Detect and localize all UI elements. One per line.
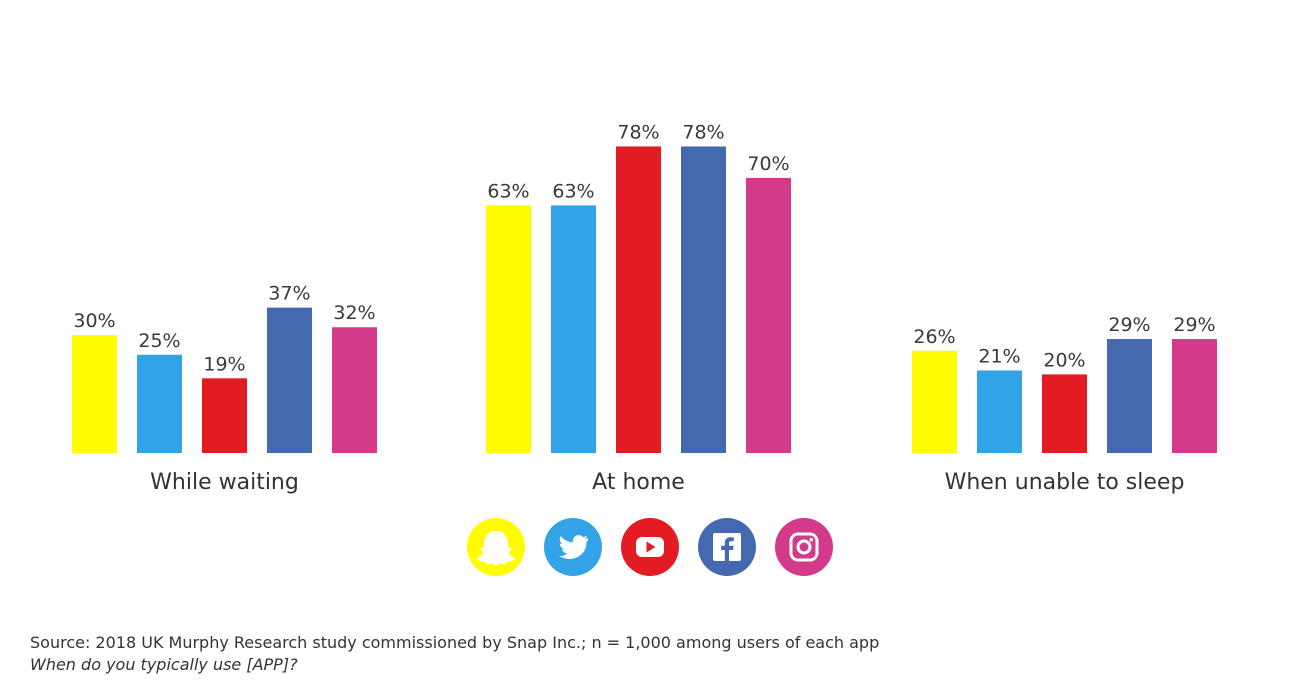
bar-facebook-0 xyxy=(267,307,312,453)
bar-value-label: 29% xyxy=(1173,314,1215,336)
bar-value-label: 20% xyxy=(1043,349,1085,371)
bar-value-label: 30% xyxy=(73,310,115,332)
survey-question: When do you typically use [APP]? xyxy=(30,655,298,674)
bar-value-label: 26% xyxy=(913,326,955,348)
bar-instagram-2 xyxy=(1172,339,1217,453)
instagram-icon xyxy=(775,518,833,576)
legend xyxy=(467,518,833,578)
facebook-icon xyxy=(698,518,756,576)
bar-snapchat-1 xyxy=(486,205,531,453)
bar-youtube-1 xyxy=(616,146,661,453)
bar-value-label: 29% xyxy=(1108,314,1150,336)
bar-value-label: 78% xyxy=(682,121,724,143)
source-note: Source: 2018 UK Murphy Research study co… xyxy=(30,632,879,676)
bar-value-label: 37% xyxy=(268,283,310,305)
bar-value-label: 63% xyxy=(487,180,529,202)
bar-youtube-2 xyxy=(1042,374,1087,453)
bar-value-label: 25% xyxy=(138,330,180,352)
bar-value-label: 70% xyxy=(747,153,789,175)
twitter-icon xyxy=(544,518,602,576)
bar-value-label: 21% xyxy=(978,345,1020,367)
category-label: At home xyxy=(592,470,685,495)
bar-instagram-1 xyxy=(746,177,791,453)
bar-value-label: 63% xyxy=(552,180,594,202)
bar-facebook-2 xyxy=(1107,339,1152,453)
bar-chart: 30% 25% 19% 37% 32% While waiting 63% 63% 78% 78%… xyxy=(72,121,1217,495)
bar-value-label: 78% xyxy=(617,121,659,143)
bar-value-label: 32% xyxy=(333,302,375,324)
bar-value-label: 19% xyxy=(203,353,245,375)
bar-youtube-0 xyxy=(202,378,247,453)
category-label: When unable to sleep xyxy=(945,470,1185,495)
source-text: Source: 2018 UK Murphy Research study co… xyxy=(30,633,880,652)
bar-instagram-0 xyxy=(332,327,377,453)
bar-snapchat-2 xyxy=(912,350,957,453)
bar-facebook-1 xyxy=(681,146,726,453)
bar-snapchat-0 xyxy=(72,335,117,453)
snapchat-icon xyxy=(467,518,525,576)
bar-twitter-2 xyxy=(977,370,1022,453)
bar-twitter-1 xyxy=(551,205,596,453)
youtube-icon xyxy=(621,518,679,576)
category-label: While waiting xyxy=(150,470,299,495)
bar-twitter-0 xyxy=(137,354,182,453)
